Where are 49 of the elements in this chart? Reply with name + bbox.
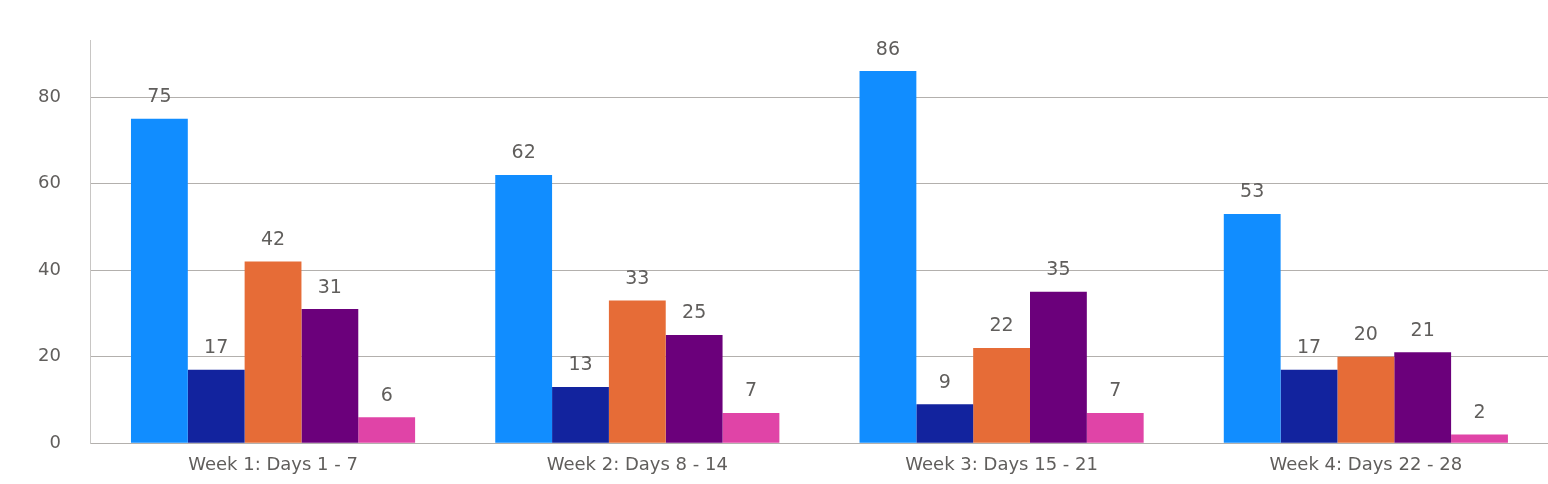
data-label: 6 xyxy=(380,382,393,405)
y-tick-label: 60 xyxy=(38,171,61,193)
y-tick-label: 80 xyxy=(38,84,61,106)
data-label: 20 xyxy=(1353,322,1378,345)
y-tick-label: 40 xyxy=(38,257,61,279)
y-tick-label: 0 xyxy=(49,430,61,452)
bar xyxy=(1030,291,1087,443)
y-tick-label: 20 xyxy=(38,344,61,366)
bar xyxy=(552,386,609,443)
bar xyxy=(1337,356,1395,443)
x-tick-label: Week 1: Days 1 - 7 xyxy=(188,452,358,474)
bar xyxy=(1223,213,1281,443)
data-label: 31 xyxy=(317,274,342,297)
data-label: 21 xyxy=(1410,317,1435,340)
data-label: 2 xyxy=(1473,399,1486,422)
bar xyxy=(244,261,302,443)
data-label: 86 xyxy=(875,36,901,59)
bar xyxy=(1086,412,1144,443)
data-label: 9 xyxy=(938,369,951,392)
data-label: 7 xyxy=(1109,378,1122,401)
bar xyxy=(665,335,723,443)
x-tick-label: Week 3: Days 15 - 21 xyxy=(905,452,1098,474)
bar xyxy=(916,404,974,443)
bar xyxy=(495,174,553,443)
bar xyxy=(130,118,188,443)
bar xyxy=(722,412,780,443)
data-label: 22 xyxy=(989,313,1014,336)
data-label: 13 xyxy=(568,352,593,375)
bar xyxy=(608,300,666,443)
bar xyxy=(1451,434,1508,443)
bar xyxy=(859,71,917,443)
bar xyxy=(301,309,359,443)
data-label: 33 xyxy=(625,265,650,288)
data-label: 75 xyxy=(147,84,172,107)
data-label: 62 xyxy=(511,140,536,163)
bar xyxy=(1394,352,1452,443)
bar xyxy=(358,417,416,443)
data-label: 35 xyxy=(1046,257,1071,280)
bar xyxy=(187,369,245,443)
x-tick-label: Week 2: Days 8 - 14 xyxy=(546,452,728,474)
data-label: 17 xyxy=(1296,335,1322,358)
data-label: 7 xyxy=(744,378,758,401)
data-label: 25 xyxy=(682,300,707,323)
bar xyxy=(1280,369,1338,443)
x-tick-label: Week 4: Days 22 - 28 xyxy=(1269,452,1463,474)
data-label: 53 xyxy=(1240,179,1265,202)
bar xyxy=(973,348,1030,443)
data-label: 42 xyxy=(260,226,286,249)
data-label: 17 xyxy=(204,335,229,358)
